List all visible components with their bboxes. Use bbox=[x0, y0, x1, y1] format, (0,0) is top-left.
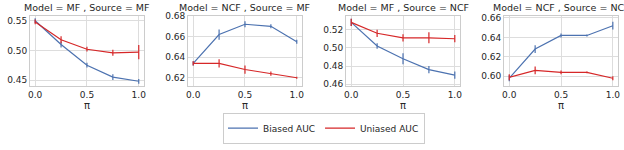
svg-text:1.0: 1.0 bbox=[448, 90, 463, 100]
svg-text:0.52: 0.52 bbox=[323, 25, 343, 35]
svg-text:0.68: 0.68 bbox=[165, 11, 185, 21]
svg-text:Model = MF , Source = MF: Model = MF , Source = MF bbox=[24, 2, 150, 13]
svg-text:0.0: 0.0 bbox=[28, 90, 43, 100]
svg-text:0.46: 0.46 bbox=[323, 79, 343, 89]
svg-text:0.64: 0.64 bbox=[165, 52, 185, 62]
svg-text:0.50: 0.50 bbox=[323, 43, 343, 53]
svg-text:0.45: 0.45 bbox=[7, 75, 27, 85]
svg-text:Uniased AUC: Uniased AUC bbox=[360, 124, 418, 134]
svg-text:π: π bbox=[558, 100, 564, 111]
svg-text:π: π bbox=[400, 100, 406, 111]
svg-text:0.55: 0.55 bbox=[7, 16, 27, 26]
svg-text:Biased AUC: Biased AUC bbox=[263, 124, 315, 134]
svg-text:0.5: 0.5 bbox=[238, 90, 252, 100]
svg-text:0.5: 0.5 bbox=[80, 90, 94, 100]
svg-text:0.62: 0.62 bbox=[481, 52, 501, 62]
svg-text:0.5: 0.5 bbox=[554, 90, 568, 100]
svg-text:0.50: 0.50 bbox=[7, 46, 27, 56]
svg-text:Model = MF , Source = NCF: Model = MF , Source = NCF bbox=[338, 2, 469, 13]
svg-text:0.66: 0.66 bbox=[481, 13, 501, 23]
svg-text:0.0: 0.0 bbox=[502, 90, 517, 100]
svg-text:0.62: 0.62 bbox=[165, 73, 185, 83]
svg-text:0.0: 0.0 bbox=[186, 90, 201, 100]
svg-text:1.0: 1.0 bbox=[606, 90, 621, 100]
svg-text:0.48: 0.48 bbox=[323, 61, 343, 71]
svg-text:1.0: 1.0 bbox=[132, 90, 147, 100]
svg-text:π: π bbox=[242, 100, 248, 111]
svg-text:0.5: 0.5 bbox=[396, 90, 410, 100]
svg-text:0.66: 0.66 bbox=[165, 32, 185, 42]
svg-text:Model = NCF , Source = MF: Model = NCF , Source = MF bbox=[179, 2, 310, 13]
svg-text:Model = NCF , Source = NCF: Model = NCF , Source = NCF bbox=[493, 2, 624, 13]
svg-text:π: π bbox=[84, 100, 90, 111]
svg-text:0.60: 0.60 bbox=[481, 71, 501, 81]
svg-text:0.0: 0.0 bbox=[344, 90, 359, 100]
svg-text:1.0: 1.0 bbox=[290, 90, 305, 100]
svg-text:0.64: 0.64 bbox=[481, 33, 501, 43]
